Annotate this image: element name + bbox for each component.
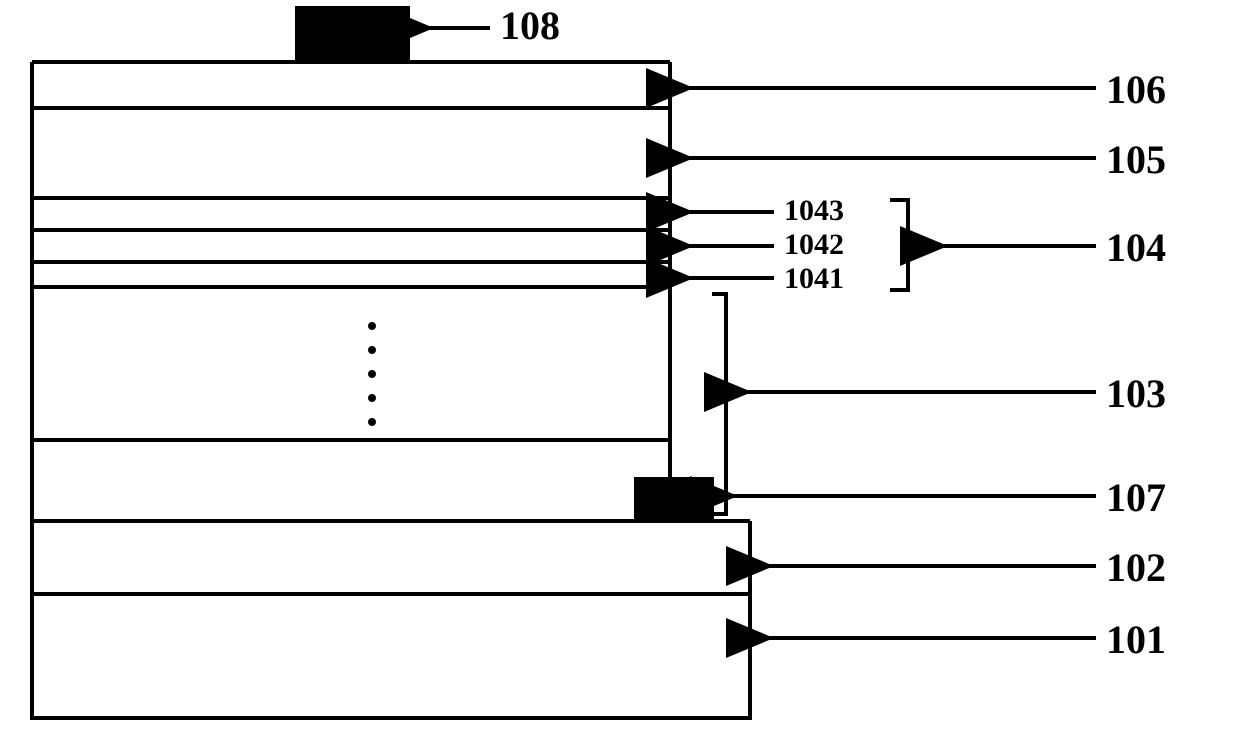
label-108: 108 [500,2,560,49]
annotation-arrows [30,0,1210,739]
label-107: 107 [1106,474,1166,521]
label-1043: 1043 [784,194,844,228]
label-104: 104 [1106,224,1166,271]
label-1042: 1042 [784,228,844,262]
label-1041: 1041 [784,262,844,296]
label-106: 106 [1106,66,1166,113]
label-105: 105 [1106,136,1166,183]
label-101: 101 [1106,616,1166,663]
label-103: 103 [1106,370,1166,417]
layer-diagram: 108 106 105 1043 1042 1041 104 103 107 1… [30,0,1210,739]
label-102: 102 [1106,544,1166,591]
